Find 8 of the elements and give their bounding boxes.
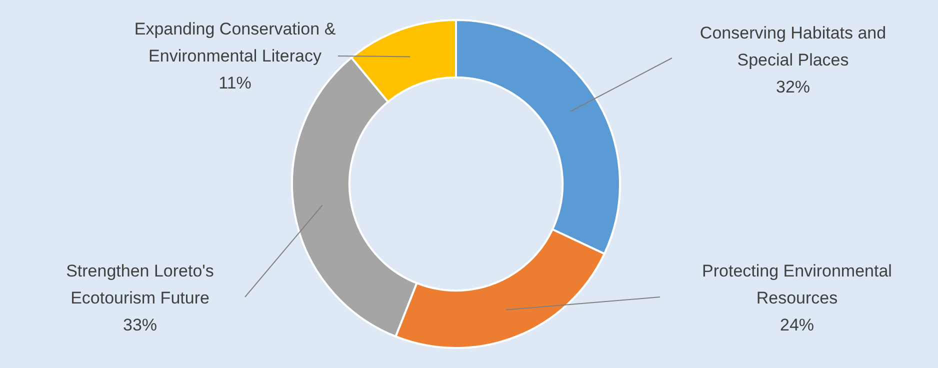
slice-label: Strengthen Loreto's Ecotourism Future [66,262,214,308]
data-label: 11% [218,74,252,93]
slice-label: Expanding Conservation & Environmental Literacy [134,20,336,66]
slice-label: Protecting Environmental Resources [702,262,892,308]
data-label: 24% [780,316,814,335]
data-label: 33% [122,316,158,335]
data-label: 32% [776,78,810,97]
slice-label: Conserving Habitats and Special Places [700,24,886,70]
